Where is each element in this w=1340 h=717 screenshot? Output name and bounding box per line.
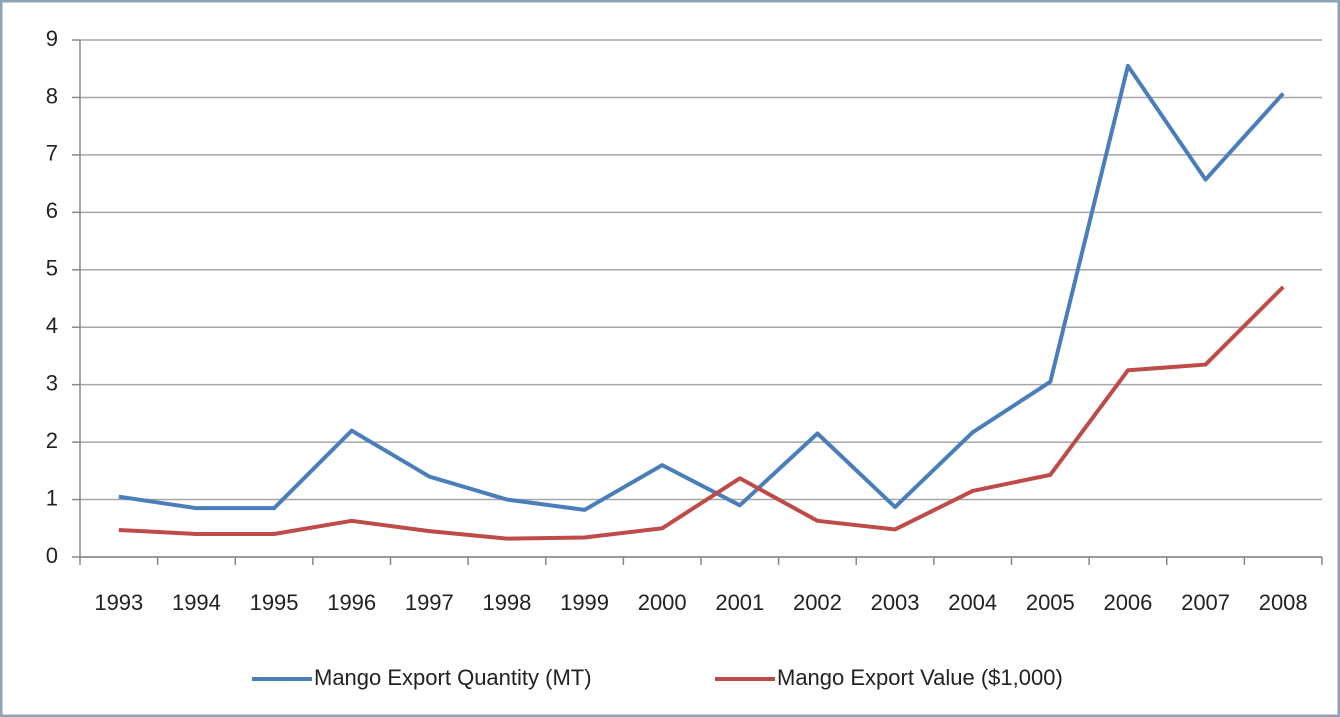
x-tick-label: 1996 — [327, 590, 376, 615]
x-tick-label: 1997 — [405, 590, 454, 615]
series-line — [118, 285, 1285, 541]
x-tick-label: 2003 — [871, 590, 920, 615]
x-tick-label: 2008 — [1259, 590, 1308, 615]
series-line — [118, 63, 1285, 512]
y-tick-label: 7 — [46, 141, 58, 166]
x-tick-label: 2004 — [948, 590, 997, 615]
legend-label: Mango Export Value ($1,000) — [777, 665, 1063, 690]
y-tick-label: 6 — [46, 198, 58, 223]
x-tick-label: 2002 — [793, 590, 842, 615]
y-tick-label: 4 — [46, 313, 58, 338]
y-tick-label: 5 — [46, 256, 58, 281]
y-tick-label: 8 — [46, 83, 58, 108]
y-tick-label: 1 — [46, 485, 58, 510]
y-tick-label: 9 — [46, 26, 58, 51]
y-tick-label: 3 — [46, 370, 58, 395]
x-tick-label: 1993 — [94, 590, 143, 615]
legend-label: Mango Export Quantity (MT) — [314, 665, 592, 690]
x-tick-label: 2005 — [1026, 590, 1075, 615]
x-tick-label: 1995 — [250, 590, 299, 615]
x-tick-label: 2006 — [1103, 590, 1152, 615]
y-tick-label: 2 — [46, 428, 58, 453]
x-tick-label: 2001 — [715, 590, 764, 615]
x-tick-label: 1999 — [560, 590, 609, 615]
x-tick-label: 1994 — [172, 590, 221, 615]
x-tick-label: 1998 — [482, 590, 531, 615]
x-tick-label: 2007 — [1181, 590, 1230, 615]
y-tick-label: 0 — [46, 543, 58, 568]
x-tick-label: 2000 — [638, 590, 687, 615]
